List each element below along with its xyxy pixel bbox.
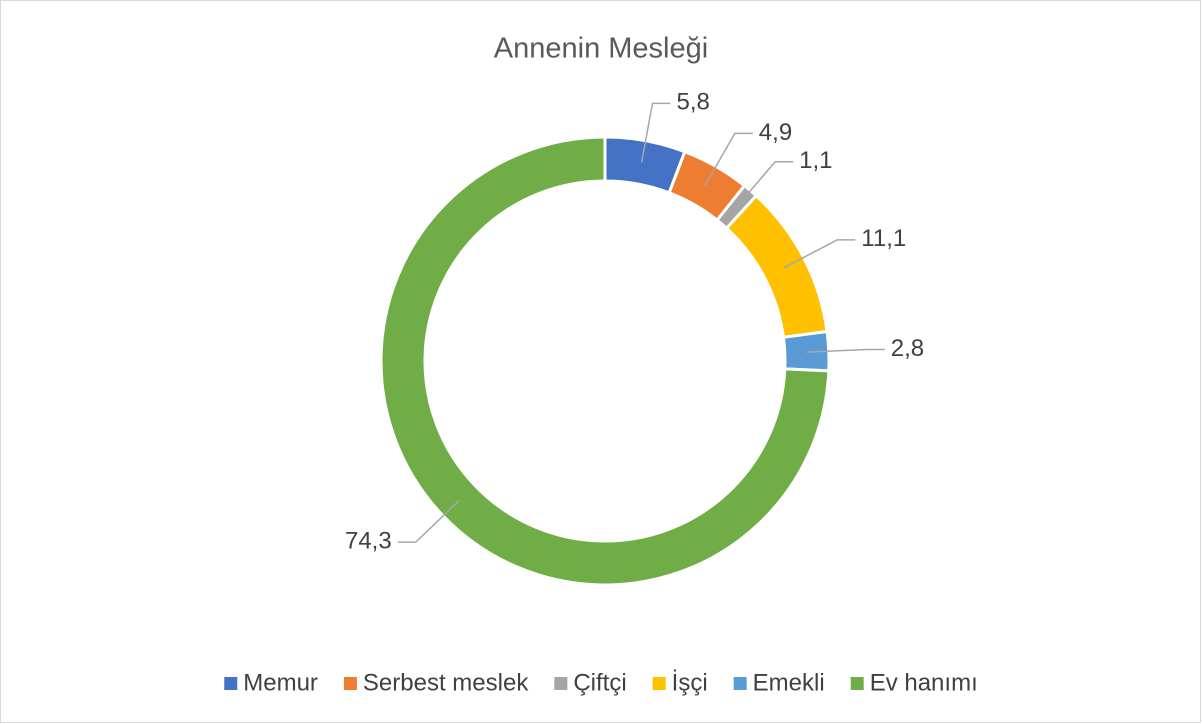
data-label: 1,1 <box>799 147 832 174</box>
legend-swatch <box>554 677 568 690</box>
leader-line <box>704 132 753 186</box>
leader-line <box>806 348 885 353</box>
leader-line <box>397 500 460 543</box>
leader-line <box>735 161 794 208</box>
legend-label: Ev hanımı <box>870 669 978 696</box>
legend-label: Emekli <box>753 669 825 696</box>
legend-swatch <box>733 677 747 690</box>
chart-title: Annenin Mesleği <box>494 33 708 65</box>
legend-swatch <box>850 677 864 690</box>
legend-label: İşçi <box>672 669 708 696</box>
leader-line <box>783 239 856 269</box>
data-label: 74,3 <box>345 527 392 554</box>
legend-swatch <box>343 677 357 690</box>
legend-swatch <box>224 677 238 690</box>
data-label: 4,9 <box>759 119 792 146</box>
data-label: 2,8 <box>891 335 924 362</box>
data-label: 11,1 <box>861 225 906 252</box>
leader-line <box>640 102 671 163</box>
donut-slice <box>379 135 831 587</box>
data-label: 5,8 <box>676 89 709 116</box>
legend-label: Memur <box>243 669 318 696</box>
legend-label: Çiftçi <box>573 669 626 696</box>
legend-swatch <box>652 677 666 690</box>
legend-label: Serbest meslek <box>363 669 529 696</box>
